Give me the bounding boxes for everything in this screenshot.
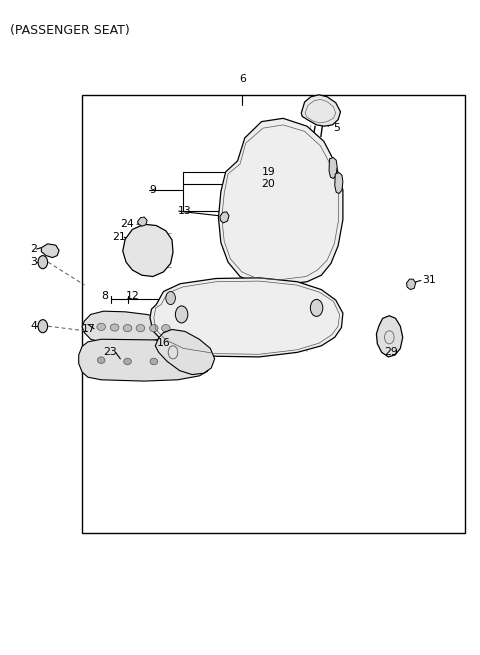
Polygon shape: [301, 95, 340, 126]
Polygon shape: [407, 279, 416, 290]
Text: 13: 13: [178, 206, 192, 216]
Text: 16: 16: [156, 338, 170, 348]
Ellipse shape: [97, 324, 106, 330]
Ellipse shape: [97, 357, 105, 364]
Text: 23: 23: [103, 347, 117, 358]
Polygon shape: [329, 158, 337, 178]
Text: 19: 19: [262, 167, 276, 177]
Text: 2: 2: [30, 244, 37, 254]
Text: 29: 29: [384, 347, 397, 358]
Circle shape: [175, 306, 188, 323]
Polygon shape: [123, 224, 173, 276]
Ellipse shape: [150, 358, 157, 365]
Text: 4: 4: [30, 321, 37, 331]
Text: (PASSENGER SEAT): (PASSENGER SEAT): [10, 24, 130, 37]
Text: 3: 3: [30, 257, 37, 267]
Text: 5: 5: [333, 123, 340, 133]
Polygon shape: [220, 212, 229, 223]
Circle shape: [38, 255, 48, 269]
Polygon shape: [79, 339, 211, 381]
Ellipse shape: [123, 325, 132, 331]
Polygon shape: [376, 316, 403, 357]
Ellipse shape: [110, 324, 119, 331]
Text: 20: 20: [262, 179, 276, 189]
Polygon shape: [150, 278, 343, 357]
Polygon shape: [218, 119, 343, 285]
Text: 9: 9: [149, 185, 156, 195]
Polygon shape: [335, 173, 343, 193]
Circle shape: [311, 299, 323, 316]
Ellipse shape: [124, 358, 132, 365]
Circle shape: [38, 320, 48, 333]
Text: 31: 31: [422, 276, 436, 286]
Polygon shape: [82, 311, 173, 343]
Circle shape: [166, 291, 175, 305]
Ellipse shape: [176, 359, 184, 365]
Text: 17: 17: [82, 324, 95, 334]
Text: 21: 21: [112, 233, 126, 242]
Polygon shape: [41, 244, 59, 257]
Text: 6: 6: [239, 75, 246, 84]
Text: 24: 24: [120, 219, 134, 229]
Text: 12: 12: [126, 291, 140, 301]
Ellipse shape: [161, 325, 170, 331]
Ellipse shape: [150, 325, 158, 331]
Polygon shape: [156, 329, 215, 375]
Ellipse shape: [198, 360, 205, 367]
Polygon shape: [138, 217, 147, 226]
Ellipse shape: [136, 325, 145, 331]
Text: 8: 8: [101, 291, 108, 301]
Bar: [82, 96, 465, 533]
